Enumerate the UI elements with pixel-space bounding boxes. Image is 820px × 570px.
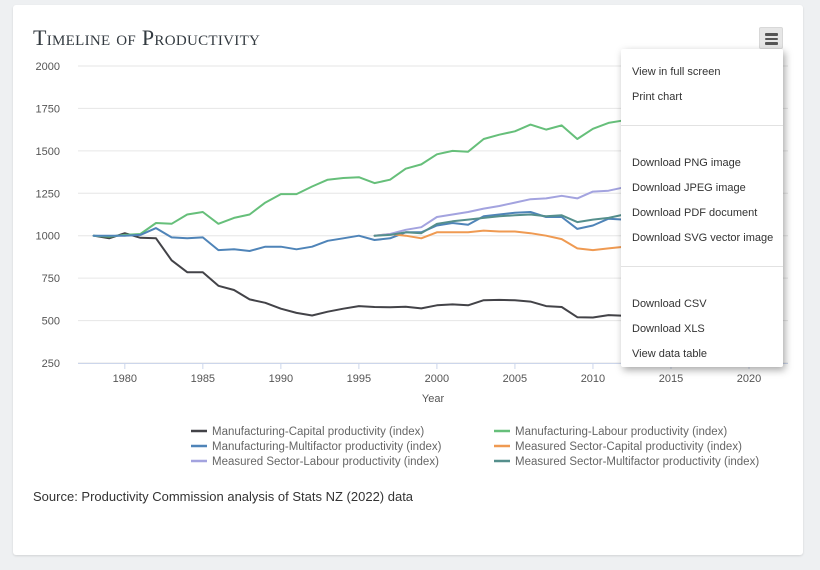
menu-separator: [621, 125, 783, 126]
menu-item-print-chart[interactable]: Print chart: [632, 91, 683, 103]
x-tick-label: 2010: [581, 373, 605, 385]
x-tick-label: 2015: [659, 373, 683, 385]
source-note: Source: Productivity Commission analysis…: [33, 489, 414, 504]
legend-label: Manufacturing-Capital productivity (inde…: [212, 426, 424, 438]
x-tick-label: 2000: [425, 373, 449, 385]
x-tick-label: 1995: [347, 373, 371, 385]
chart-title: Timeline of Productivity: [33, 25, 261, 50]
chart-card: 250 500 750 1000 1250 1500 1750 2000 1980 1985 199…: [13, 5, 803, 555]
y-tick-label: 1500: [36, 146, 60, 158]
y-tick-label: 500: [42, 316, 60, 328]
menu-item-view-full-screen[interactable]: View in full screen: [632, 66, 721, 78]
chart-plot: 250 500 750 1000 1250 1500 1750 2000 1980 1985 199…: [36, 61, 788, 468]
legend-item[interactable]: Measured Sector-Labour productivity (ind…: [191, 456, 439, 468]
legend-label: Measured Sector-Labour productivity (ind…: [212, 456, 439, 468]
hamburger-icon-bar: [765, 42, 778, 45]
legend-item[interactable]: Measured Sector-Multifactor productivity…: [494, 456, 759, 468]
menu-separator: [621, 266, 783, 267]
export-menu: View in full screen Print chart Download…: [621, 49, 783, 367]
menu-item-download-jpeg[interactable]: Download JPEG image: [632, 182, 746, 194]
hamburger-icon-bar: [765, 37, 778, 40]
menu-item-download-csv[interactable]: Download CSV: [632, 298, 707, 310]
y-tick-label: 250: [42, 358, 60, 370]
legend-label: Manufacturing-Labour productivity (index…: [515, 426, 727, 438]
menu-item-download-png[interactable]: Download PNG image: [632, 157, 741, 169]
legend-label: Measured Sector-Capital productivity (in…: [515, 441, 742, 453]
x-tick-label: 1980: [113, 373, 137, 385]
hamburger-icon: [765, 33, 778, 36]
x-tick-label: 2005: [503, 373, 527, 385]
x-tick-label: 2020: [737, 373, 761, 385]
legend-item[interactable]: Manufacturing-Multifactor productivity (…: [191, 441, 442, 453]
legend-item[interactable]: Manufacturing-Labour productivity (index…: [494, 426, 727, 438]
y-tick-label: 1750: [36, 103, 60, 115]
y-tick-label: 1000: [36, 231, 60, 243]
menu-item-download-xls[interactable]: Download XLS: [632, 323, 705, 335]
legend-item[interactable]: Measured Sector-Capital productivity (in…: [494, 441, 742, 453]
context-menu-button[interactable]: [759, 27, 783, 49]
x-axis-label: Year: [422, 393, 445, 405]
menu-item-download-svg[interactable]: Download SVG vector image: [632, 232, 774, 244]
x-tick-label: 1990: [269, 373, 293, 385]
menu-item-download-pdf[interactable]: Download PDF document: [632, 207, 758, 219]
y-tick-label: 1250: [36, 188, 60, 200]
y-tick-label: 2000: [36, 61, 60, 73]
legend-item[interactable]: Manufacturing-Capital productivity (inde…: [191, 426, 424, 438]
y-tick-label: 750: [42, 273, 60, 285]
x-tick-label: 1985: [191, 373, 215, 385]
menu-item-view-data-table[interactable]: View data table: [632, 348, 708, 360]
legend-label: Measured Sector-Multifactor productivity…: [515, 456, 759, 468]
legend-label: Manufacturing-Multifactor productivity (…: [212, 441, 442, 453]
